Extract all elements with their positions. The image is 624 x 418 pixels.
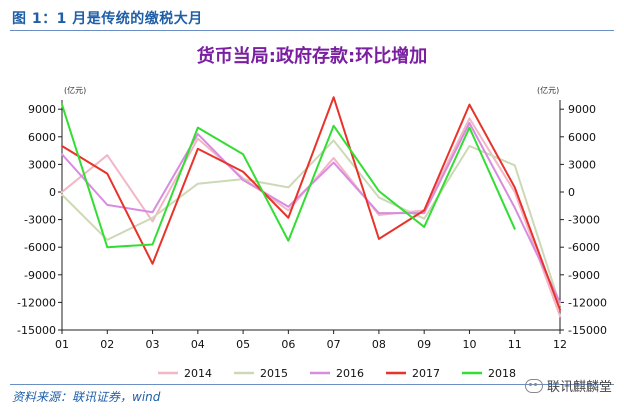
x-tick-label: 05 xyxy=(236,338,250,351)
watermark-label: 联讯麒麟堂 xyxy=(546,380,612,395)
y-tick-label-right: -3000 xyxy=(568,214,600,227)
y-tick-label-left: -12000 xyxy=(17,296,56,309)
figure-caption: 图 1：1 月是传统的缴税大月 xyxy=(12,11,203,27)
series-group xyxy=(61,96,561,318)
legend-label-2017: 2017 xyxy=(412,367,440,380)
chart-title: 货币当局:政府存款:环比增加 xyxy=(197,45,427,67)
x-tick-label: 10 xyxy=(462,338,476,351)
y-tick-label-right: -9000 xyxy=(568,269,600,282)
x-tick-label: 01 xyxy=(55,338,69,351)
legend: 2014 2015 2016 2017 2018 xyxy=(158,367,516,380)
y-tick-label-left: 6000 xyxy=(28,131,56,144)
y-tick-label-right: 0 xyxy=(568,186,575,199)
x-tick-label: 12 xyxy=(553,338,567,351)
legend-label-2014: 2014 xyxy=(184,367,212,380)
y-tick-label-left: 3000 xyxy=(28,158,56,171)
x-tick-label: 11 xyxy=(508,338,522,351)
y-tick-label-right: 9000 xyxy=(568,103,596,116)
left-axis-unit: (亿元) xyxy=(64,85,86,95)
series-line-2014 xyxy=(61,117,561,318)
y-tick-label-left: -3000 xyxy=(24,214,56,227)
y-tick-label-right: 6000 xyxy=(568,131,596,144)
source-rule xyxy=(10,384,614,385)
series-line-2017 xyxy=(61,96,561,311)
x-tick-label: 06 xyxy=(281,338,295,351)
y-tick-label-right: -12000 xyxy=(568,296,607,309)
series-line-2015 xyxy=(61,139,561,307)
caption-rule xyxy=(10,30,614,31)
right-axis-unit: (亿元) xyxy=(537,85,559,95)
y-tick-label-left: -6000 xyxy=(24,241,56,254)
x-tick-label: 04 xyxy=(191,338,205,351)
wechat-icon xyxy=(524,378,543,393)
y-tick-label-right: 3000 xyxy=(568,158,596,171)
x-tick-label: 03 xyxy=(146,338,160,351)
axes: 9000 6000 3000 0 -3000 -6000 -9000 -12000 -15000… xyxy=(17,100,607,351)
y-tick-label-right: -6000 xyxy=(568,241,600,254)
legend-label-2018: 2018 xyxy=(488,367,516,380)
x-tick-label: 02 xyxy=(100,338,114,351)
y-tick-label-right: -15000 xyxy=(568,324,607,337)
series-line-2016 xyxy=(61,122,561,304)
y-tick-label-left: -15000 xyxy=(17,324,56,337)
source-note: 资料来源：联讯证券，wind xyxy=(12,390,161,404)
y-tick-label-left: 9000 xyxy=(28,103,56,116)
x-tick-label: 08 xyxy=(372,338,386,351)
x-tick-label: 09 xyxy=(417,338,431,351)
legend-label-2015: 2015 xyxy=(260,367,288,380)
series-line-2018 xyxy=(61,103,516,249)
y-tick-label-left: -9000 xyxy=(24,269,56,282)
legend-label-2016: 2016 xyxy=(336,367,364,380)
x-tick-label: 07 xyxy=(327,338,341,351)
watermark: 联讯麒麟堂 xyxy=(524,376,612,395)
y-tick-label-left: 0 xyxy=(49,186,56,199)
